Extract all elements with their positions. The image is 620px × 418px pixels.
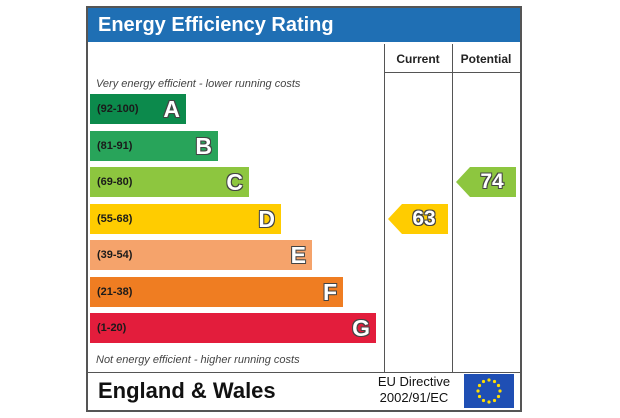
band-letter: C [226,169,243,195]
current-rating-arrow-value: 63 [412,206,436,230]
footer-country: England & Wales [98,378,276,403]
band-range-label: (92-100) [97,103,139,115]
band-range-label: (39-54) [97,249,133,261]
column-header-divider [384,72,520,73]
band-a: (92-100) A [90,94,186,124]
current-rating-arrow: 63 [388,203,448,234]
band-range-label: (69-80) [97,176,133,188]
potential-column-header: Potential [460,52,512,66]
band-d: (55-68) D [90,203,281,234]
footer-directive: EU Directive 2002/91/EC [370,374,458,406]
band-b: (81-91) B [90,130,218,161]
epc-chart: Energy Efficiency Rating Current Potenti… [86,6,522,412]
current-column-header: Current [396,52,440,66]
band-range-label: (81-91) [97,139,133,152]
bottom-note: Not energy efficient - higher running co… [96,354,300,366]
band-letter: A [163,96,180,122]
current-column-divider [384,44,385,372]
band-letter: E [290,242,306,268]
band-f: (21-38) F [90,276,343,307]
eu-flag-icon [464,374,514,408]
band-range-label: (1-20) [97,322,127,334]
top-note: Very energy efficient - lower running co… [96,78,301,90]
directive-line-2: 2002/91/EC [379,390,449,405]
band-letter: B [195,132,212,159]
band-range-label: (21-38) [97,285,133,298]
band-letter: F [322,278,337,305]
directive-line-1: EU Directive [377,374,451,389]
band-g: (1-20) G [90,313,376,343]
band-letter: G [352,315,370,341]
potential-rating-arrow: 74 [456,167,516,197]
potential-rating-arrow-value: 74 [480,170,504,193]
band-c: (69-80) C [90,167,249,197]
footer-divider [88,372,520,373]
potential-column-divider [452,44,453,372]
chart-title: Energy Efficiency Rating [88,8,520,42]
band-e: (39-54) E [90,240,312,270]
band-letter: D [258,205,275,232]
band-range-label: (55-68) [97,212,133,225]
